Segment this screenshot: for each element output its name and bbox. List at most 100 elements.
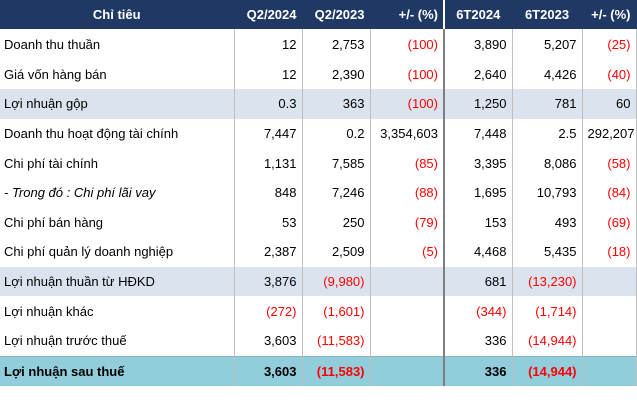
table-row: Doanh thu thuần 12 2,753 (100) 3,890 5,2… bbox=[0, 29, 637, 60]
cell-change-quarter: (100) bbox=[370, 59, 445, 90]
cell-change-half: (58) bbox=[582, 148, 637, 178]
cell-6t2024: 7,448 bbox=[444, 118, 513, 149]
cell-change-half: 292,207 bbox=[582, 118, 637, 149]
cell-6t2024: (344) bbox=[444, 296, 513, 326]
cell-6t2023: 5,207 bbox=[512, 29, 583, 60]
cell-change-quarter: (88) bbox=[370, 177, 445, 208]
table-row: Chi phí quản lý doanh nghiệp 2,387 2,509… bbox=[0, 237, 637, 267]
cell-q2-2024: 848 bbox=[234, 177, 303, 208]
cell-change-quarter bbox=[370, 266, 445, 297]
table-row: Lợi nhuận trước thuế 3,603 (11,583) 336 … bbox=[0, 325, 637, 357]
cell-6t2024: 1,250 bbox=[444, 89, 513, 119]
cell-6t2023: (1,714) bbox=[512, 296, 583, 326]
header-6t2023: 6T2023 bbox=[512, 0, 583, 29]
cell-change-quarter: (5) bbox=[370, 237, 445, 267]
row-label: Lợi nhuận gộp bbox=[0, 89, 235, 119]
cell-change-quarter bbox=[370, 355, 445, 387]
cell-change-quarter: (85) bbox=[370, 148, 445, 178]
header-q2-2023: Q2/2023 bbox=[302, 0, 371, 29]
cell-change-half bbox=[582, 355, 637, 387]
row-label: Chi phí bán hàng bbox=[0, 207, 235, 238]
cell-6t2023: 5,435 bbox=[512, 237, 583, 267]
cell-q2-2024: 53 bbox=[234, 207, 303, 238]
cell-change-half: (40) bbox=[582, 59, 637, 90]
cell-q2-2023: (11,583) bbox=[302, 325, 371, 357]
income-statement-table: Chỉ tiêu Q2/2024 Q2/2023 +/- (%) 6T2024 … bbox=[0, 0, 637, 387]
cell-6t2024: 2,640 bbox=[444, 59, 513, 90]
cell-q2-2024: 3,603 bbox=[234, 325, 303, 357]
cell-change-half bbox=[582, 266, 637, 297]
cell-q2-2023: 2,390 bbox=[302, 59, 371, 90]
row-label: Doanh thu hoạt động tài chính bbox=[0, 118, 235, 149]
row-label: Doanh thu thuần bbox=[0, 29, 235, 60]
cell-change-half: (25) bbox=[582, 29, 637, 60]
cell-6t2023: (14,944) bbox=[512, 355, 583, 387]
table-body: Doanh thu thuần 12 2,753 (100) 3,890 5,2… bbox=[0, 29, 637, 387]
cell-change-quarter: (79) bbox=[370, 207, 445, 238]
cell-change-quarter: (100) bbox=[370, 29, 445, 60]
table-row: - Trong đó : Chi phí lãi vay 848 7,246 (… bbox=[0, 177, 637, 208]
cell-change-half bbox=[582, 325, 637, 357]
cell-6t2023: 781 bbox=[512, 89, 583, 119]
cell-6t2024: 681 bbox=[444, 266, 513, 297]
row-label: - Trong đó : Chi phí lãi vay bbox=[0, 177, 235, 208]
cell-change-half: (69) bbox=[582, 207, 637, 238]
cell-6t2023: 493 bbox=[512, 207, 583, 238]
cell-change-quarter bbox=[370, 325, 445, 357]
header-change-quarter: +/- (%) bbox=[370, 0, 445, 29]
cell-change-quarter: 3,354,603 bbox=[370, 118, 445, 149]
table-row: Lợi nhuận gộp 0.3 363 (100) 1,250 781 60 bbox=[0, 89, 637, 119]
row-label: Giá vốn hàng bán bbox=[0, 59, 235, 90]
row-label: Lợi nhuận khác bbox=[0, 296, 235, 326]
cell-6t2023: 2.5 bbox=[512, 118, 583, 149]
table-row: Chi phí bán hàng 53 250 (79) 153 493 (69… bbox=[0, 207, 637, 238]
cell-change-half: 60 bbox=[582, 89, 637, 119]
cell-q2-2024: 1,131 bbox=[234, 148, 303, 178]
cell-q2-2023: (11,583) bbox=[302, 355, 371, 387]
cell-q2-2024: 7,447 bbox=[234, 118, 303, 149]
row-label: Chi phí tài chính bbox=[0, 148, 235, 178]
cell-6t2023: (14,944) bbox=[512, 325, 583, 357]
row-label: Lợi nhuận trước thuế bbox=[0, 325, 235, 357]
cell-q2-2023: (1,601) bbox=[302, 296, 371, 326]
cell-q2-2024: 3,603 bbox=[234, 355, 303, 387]
cell-q2-2023: (9,980) bbox=[302, 266, 371, 297]
cell-6t2024: 336 bbox=[444, 355, 513, 387]
cell-q2-2024: 3,876 bbox=[234, 266, 303, 297]
cell-q2-2024: 12 bbox=[234, 59, 303, 90]
cell-q2-2023: 7,585 bbox=[302, 148, 371, 178]
cell-change-half: (84) bbox=[582, 177, 637, 208]
row-label: Lợi nhuận thuần từ HĐKD bbox=[0, 266, 235, 297]
cell-q2-2023: 2,753 bbox=[302, 29, 371, 60]
cell-6t2024: 153 bbox=[444, 207, 513, 238]
cell-q2-2023: 250 bbox=[302, 207, 371, 238]
cell-q2-2023: 363 bbox=[302, 89, 371, 119]
cell-6t2024: 3,395 bbox=[444, 148, 513, 178]
table-row: Doanh thu hoạt động tài chính 7,447 0.2 … bbox=[0, 118, 637, 149]
table-row: Lợi nhuận sau thuế 3,603 (11,583) 336 (1… bbox=[0, 355, 637, 387]
cell-change-quarter bbox=[370, 296, 445, 326]
table-row: Lợi nhuận khác (272) (1,601) (344) (1,71… bbox=[0, 296, 637, 326]
cell-q2-2024: 12 bbox=[234, 29, 303, 60]
cell-6t2024: 1,695 bbox=[444, 177, 513, 208]
cell-change-half: (18) bbox=[582, 237, 637, 267]
header-change-half: +/- (%) bbox=[582, 0, 637, 29]
cell-q2-2024: 0.3 bbox=[234, 89, 303, 119]
table-row: Chi phí tài chính 1,131 7,585 (85) 3,395… bbox=[0, 148, 637, 178]
cell-6t2024: 4,468 bbox=[444, 237, 513, 267]
header-label: Chỉ tiêu bbox=[0, 0, 235, 29]
cell-q2-2023: 0.2 bbox=[302, 118, 371, 149]
cell-6t2023: 10,793 bbox=[512, 177, 583, 208]
table-row: Lợi nhuận thuần từ HĐKD 3,876 (9,980) 68… bbox=[0, 266, 637, 297]
cell-6t2023: 4,426 bbox=[512, 59, 583, 90]
header-6t2024: 6T2024 bbox=[444, 0, 513, 29]
header-row: Chỉ tiêu Q2/2024 Q2/2023 +/- (%) 6T2024 … bbox=[0, 0, 637, 29]
cell-q2-2023: 7,246 bbox=[302, 177, 371, 208]
row-label: Chi phí quản lý doanh nghiệp bbox=[0, 237, 235, 267]
header-q2-2024: Q2/2024 bbox=[234, 0, 303, 29]
cell-6t2023: 8,086 bbox=[512, 148, 583, 178]
cell-change-quarter: (100) bbox=[370, 89, 445, 119]
cell-change-half bbox=[582, 296, 637, 326]
cell-q2-2024: (272) bbox=[234, 296, 303, 326]
cell-6t2024: 336 bbox=[444, 325, 513, 357]
